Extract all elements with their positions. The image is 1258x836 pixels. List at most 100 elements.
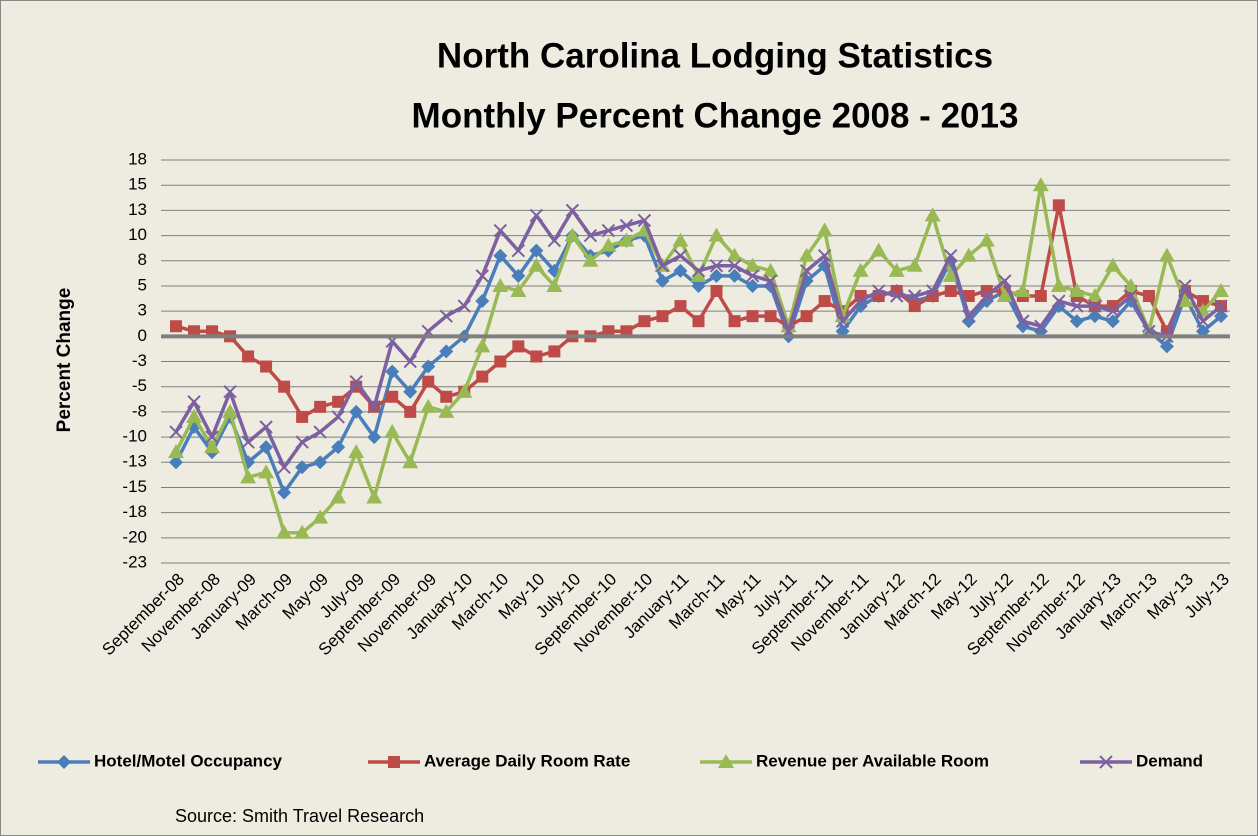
point-marker: [457, 299, 471, 313]
point-marker: [529, 243, 544, 258]
point-marker: [547, 233, 562, 248]
point-marker: [168, 444, 185, 459]
point-marker: [961, 314, 976, 329]
point-marker: [619, 218, 634, 233]
point-marker: [871, 284, 886, 298]
point-marker: [475, 294, 490, 309]
point-marker: [763, 274, 778, 288]
point-marker: [295, 460, 310, 475]
point-marker: [998, 274, 1012, 288]
legend-marker: [718, 754, 734, 768]
legend-marker: [57, 755, 71, 769]
point-marker: [296, 410, 309, 423]
point-marker: [529, 208, 544, 223]
point-marker: [726, 247, 743, 262]
point-marker: [980, 289, 994, 303]
point-marker: [618, 232, 635, 247]
point-marker: [638, 315, 651, 328]
point-marker: [1158, 247, 1175, 262]
point-marker: [1014, 282, 1031, 297]
point-marker: [349, 374, 363, 389]
point-marker: [690, 267, 707, 282]
point-marker: [186, 408, 203, 423]
point-marker: [475, 269, 490, 283]
point-marker: [817, 249, 832, 263]
point-marker: [330, 489, 347, 504]
point-marker: [1105, 314, 1120, 329]
point-marker: [313, 455, 328, 470]
y-tick-label: -3: [132, 351, 147, 370]
point-marker: [187, 395, 201, 409]
point-marker: [691, 264, 706, 278]
point-marker: [1069, 314, 1084, 329]
point-marker: [512, 340, 525, 353]
point-marker: [818, 295, 831, 308]
legend-label: Demand: [1136, 751, 1203, 770]
point-marker: [745, 278, 760, 293]
point-marker: [294, 524, 311, 539]
point-marker: [1214, 299, 1228, 313]
point-marker: [332, 395, 345, 408]
point-marker: [582, 252, 599, 267]
point-marker: [438, 403, 455, 418]
point-marker: [241, 435, 255, 449]
point-marker: [673, 249, 688, 263]
point-marker: [1212, 282, 1229, 297]
point-marker: [800, 310, 813, 323]
point-marker: [258, 464, 275, 479]
point-marker: [511, 243, 526, 258]
point-marker: [727, 259, 742, 273]
point-marker: [493, 223, 508, 238]
y-tick-label: -5: [132, 376, 147, 395]
y-tick-label: -13: [122, 452, 147, 471]
legend-label: Revenue per Available Room: [756, 751, 989, 770]
point-marker: [312, 509, 329, 524]
point-marker: [276, 524, 293, 539]
point-marker: [710, 284, 723, 297]
point-marker: [745, 269, 760, 283]
y-tick-label: 8: [138, 250, 147, 269]
point-marker: [277, 460, 291, 474]
point-marker: [1032, 177, 1049, 192]
point-marker: [456, 383, 473, 398]
point-marker: [385, 364, 400, 379]
point-marker: [384, 424, 401, 439]
point-marker: [853, 294, 868, 308]
point-marker: [1087, 309, 1102, 324]
point-marker: [367, 430, 382, 445]
point-marker: [1176, 293, 1193, 308]
series-line: [174, 208, 1223, 470]
point-marker: [1068, 282, 1085, 297]
point-marker: [331, 410, 345, 424]
point-marker: [528, 257, 545, 272]
point-marker: [313, 425, 327, 439]
point-marker: [908, 300, 921, 313]
point-marker: [403, 354, 417, 369]
point-marker: [564, 227, 581, 242]
point-marker: [655, 259, 670, 273]
point-marker: [978, 232, 995, 247]
point-marker: [1050, 277, 1067, 292]
point-marker: [798, 247, 815, 262]
point-marker: [1016, 314, 1030, 328]
point-marker: [799, 264, 814, 278]
point-marker: [637, 213, 652, 228]
y-tick-label: 10: [128, 225, 147, 244]
point-marker: [924, 207, 941, 222]
point-marker: [944, 249, 958, 263]
y-tick-label: -10: [122, 427, 147, 446]
point-marker: [259, 420, 273, 434]
y-tick-label: 15: [128, 175, 147, 194]
point-marker: [386, 390, 399, 403]
point-marker: [764, 310, 777, 323]
point-marker: [421, 359, 436, 374]
point-marker: [510, 282, 527, 297]
point-marker: [204, 439, 221, 454]
point-marker: [674, 300, 687, 313]
point-marker: [188, 325, 201, 338]
y-tick-label: 13: [128, 200, 147, 219]
point-marker: [728, 315, 741, 328]
point-marker: [366, 489, 383, 504]
point-marker: [1106, 304, 1120, 318]
point-marker: [870, 242, 887, 257]
